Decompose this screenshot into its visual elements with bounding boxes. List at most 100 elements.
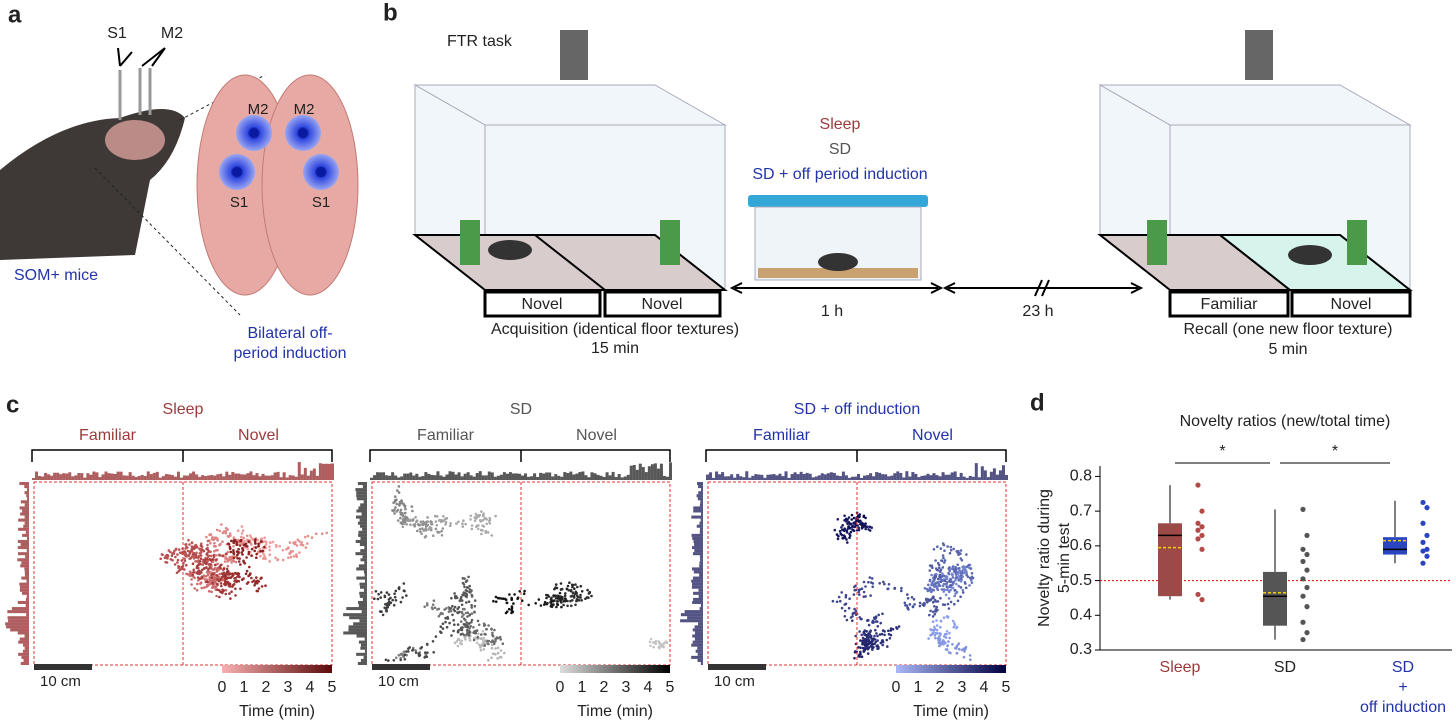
panel-letter: a bbox=[8, 1, 22, 28]
trajectory-dot bbox=[928, 613, 931, 617]
position-histogram bbox=[697, 658, 703, 662]
trajectory-dot bbox=[441, 627, 445, 630]
time-histogram bbox=[736, 473, 740, 480]
time-histogram bbox=[324, 463, 328, 480]
time-histogram bbox=[866, 475, 870, 480]
trajectory-dot bbox=[564, 592, 567, 595]
trajectory-dot bbox=[253, 540, 257, 544]
trajectory-dot bbox=[250, 554, 253, 557]
trajectory-dot bbox=[164, 560, 167, 564]
time-histogram bbox=[44, 472, 48, 480]
time-histogram bbox=[533, 473, 537, 480]
trajectory-dot bbox=[393, 495, 397, 498]
trajectory-dot bbox=[957, 584, 961, 588]
caption: Acquisition (identical floor textures) bbox=[491, 321, 739, 338]
time-histogram bbox=[644, 472, 648, 480]
trajectory-dot bbox=[939, 632, 942, 636]
trajectory-dot bbox=[439, 625, 443, 628]
time-histogram bbox=[787, 477, 791, 480]
trajectory-dot bbox=[208, 558, 212, 561]
time-histogram bbox=[829, 472, 833, 480]
trajectory-dot bbox=[185, 572, 188, 576]
position-histogram bbox=[26, 613, 29, 617]
time-histogram bbox=[219, 473, 223, 480]
position-histogram bbox=[699, 561, 703, 565]
trajectory-dot bbox=[405, 650, 408, 653]
trajectory-dot bbox=[935, 606, 938, 609]
trajectory-dot bbox=[957, 578, 961, 582]
trajectory-dot bbox=[228, 532, 232, 535]
trajectory-dot bbox=[965, 553, 968, 556]
trajectory-dot bbox=[419, 520, 423, 524]
trajectory-dot bbox=[857, 528, 861, 532]
position-histogram bbox=[360, 646, 367, 650]
trajectory-dot bbox=[193, 587, 196, 590]
trajectory-dot bbox=[480, 510, 483, 513]
position-histogram bbox=[696, 494, 703, 498]
position-histogram bbox=[700, 488, 703, 492]
time-histogram bbox=[80, 473, 84, 480]
trajectory-dot bbox=[939, 575, 942, 578]
trajectory-dot bbox=[867, 580, 870, 584]
time-histogram bbox=[192, 471, 196, 480]
time-histogram bbox=[878, 472, 882, 480]
trajectory-dot bbox=[395, 502, 399, 506]
trajectory-dot bbox=[508, 593, 511, 596]
trajectory-dot bbox=[243, 540, 246, 543]
time-histogram bbox=[893, 473, 897, 480]
significance-label: * bbox=[1219, 443, 1225, 460]
trajectory-dot bbox=[235, 580, 238, 584]
time-histogram bbox=[267, 475, 271, 480]
time-histogram bbox=[781, 476, 785, 480]
position-histogram bbox=[358, 506, 367, 510]
trajectory-dot bbox=[947, 640, 950, 643]
trajectory-dot bbox=[201, 568, 204, 572]
trajectory-dot bbox=[951, 619, 955, 623]
trajectory-dot bbox=[166, 554, 170, 558]
position-histogram bbox=[348, 628, 367, 632]
trajectory-dot bbox=[958, 566, 961, 570]
trajectory-dot bbox=[840, 606, 844, 610]
induction-site bbox=[285, 115, 321, 151]
position-histogram bbox=[20, 661, 29, 665]
trajectory-dot bbox=[397, 654, 401, 657]
trajectory-dot bbox=[169, 550, 172, 554]
trajectory-dot bbox=[215, 568, 218, 572]
trajectory-dot bbox=[831, 599, 835, 603]
time-histogram bbox=[481, 475, 485, 480]
colorbar-tick: 2 bbox=[600, 679, 609, 696]
trajectory-dot bbox=[468, 584, 472, 588]
position-histogram bbox=[356, 509, 367, 513]
trajectory-dot bbox=[440, 631, 443, 634]
time-histogram bbox=[183, 475, 187, 480]
trajectory-dot bbox=[939, 580, 943, 583]
panel-title: Sleep bbox=[163, 401, 204, 418]
scale-label: 10 cm bbox=[714, 673, 755, 690]
time-histogram bbox=[210, 475, 214, 480]
trajectory-dot bbox=[435, 515, 439, 518]
trajectory-dot bbox=[254, 582, 257, 585]
trajectory-dot bbox=[263, 545, 266, 549]
position-histogram bbox=[695, 649, 703, 653]
trajectory-dot bbox=[843, 514, 846, 518]
trajectory-dot bbox=[192, 557, 196, 560]
position-histogram bbox=[20, 543, 29, 547]
x-tick-label: Sleep bbox=[1160, 659, 1201, 676]
time-histogram bbox=[724, 476, 728, 480]
time-histogram bbox=[179, 477, 183, 480]
data-point bbox=[1195, 520, 1201, 526]
trajectory-dot bbox=[851, 529, 855, 532]
time-histogram bbox=[110, 473, 114, 480]
time-histogram bbox=[116, 471, 120, 480]
trajectory-dot bbox=[941, 554, 945, 557]
trajectory-dot bbox=[286, 546, 290, 549]
position-histogram bbox=[359, 582, 367, 586]
colorbar-label: Time (min) bbox=[577, 703, 653, 720]
position-histogram bbox=[693, 539, 703, 543]
time-histogram bbox=[536, 476, 540, 480]
trajectory-dot bbox=[197, 563, 200, 567]
trajectory-dot bbox=[955, 550, 958, 553]
trajectory-dot bbox=[224, 529, 228, 533]
colorbar-tick: 1 bbox=[578, 679, 587, 696]
trajectory-dot bbox=[205, 580, 208, 583]
